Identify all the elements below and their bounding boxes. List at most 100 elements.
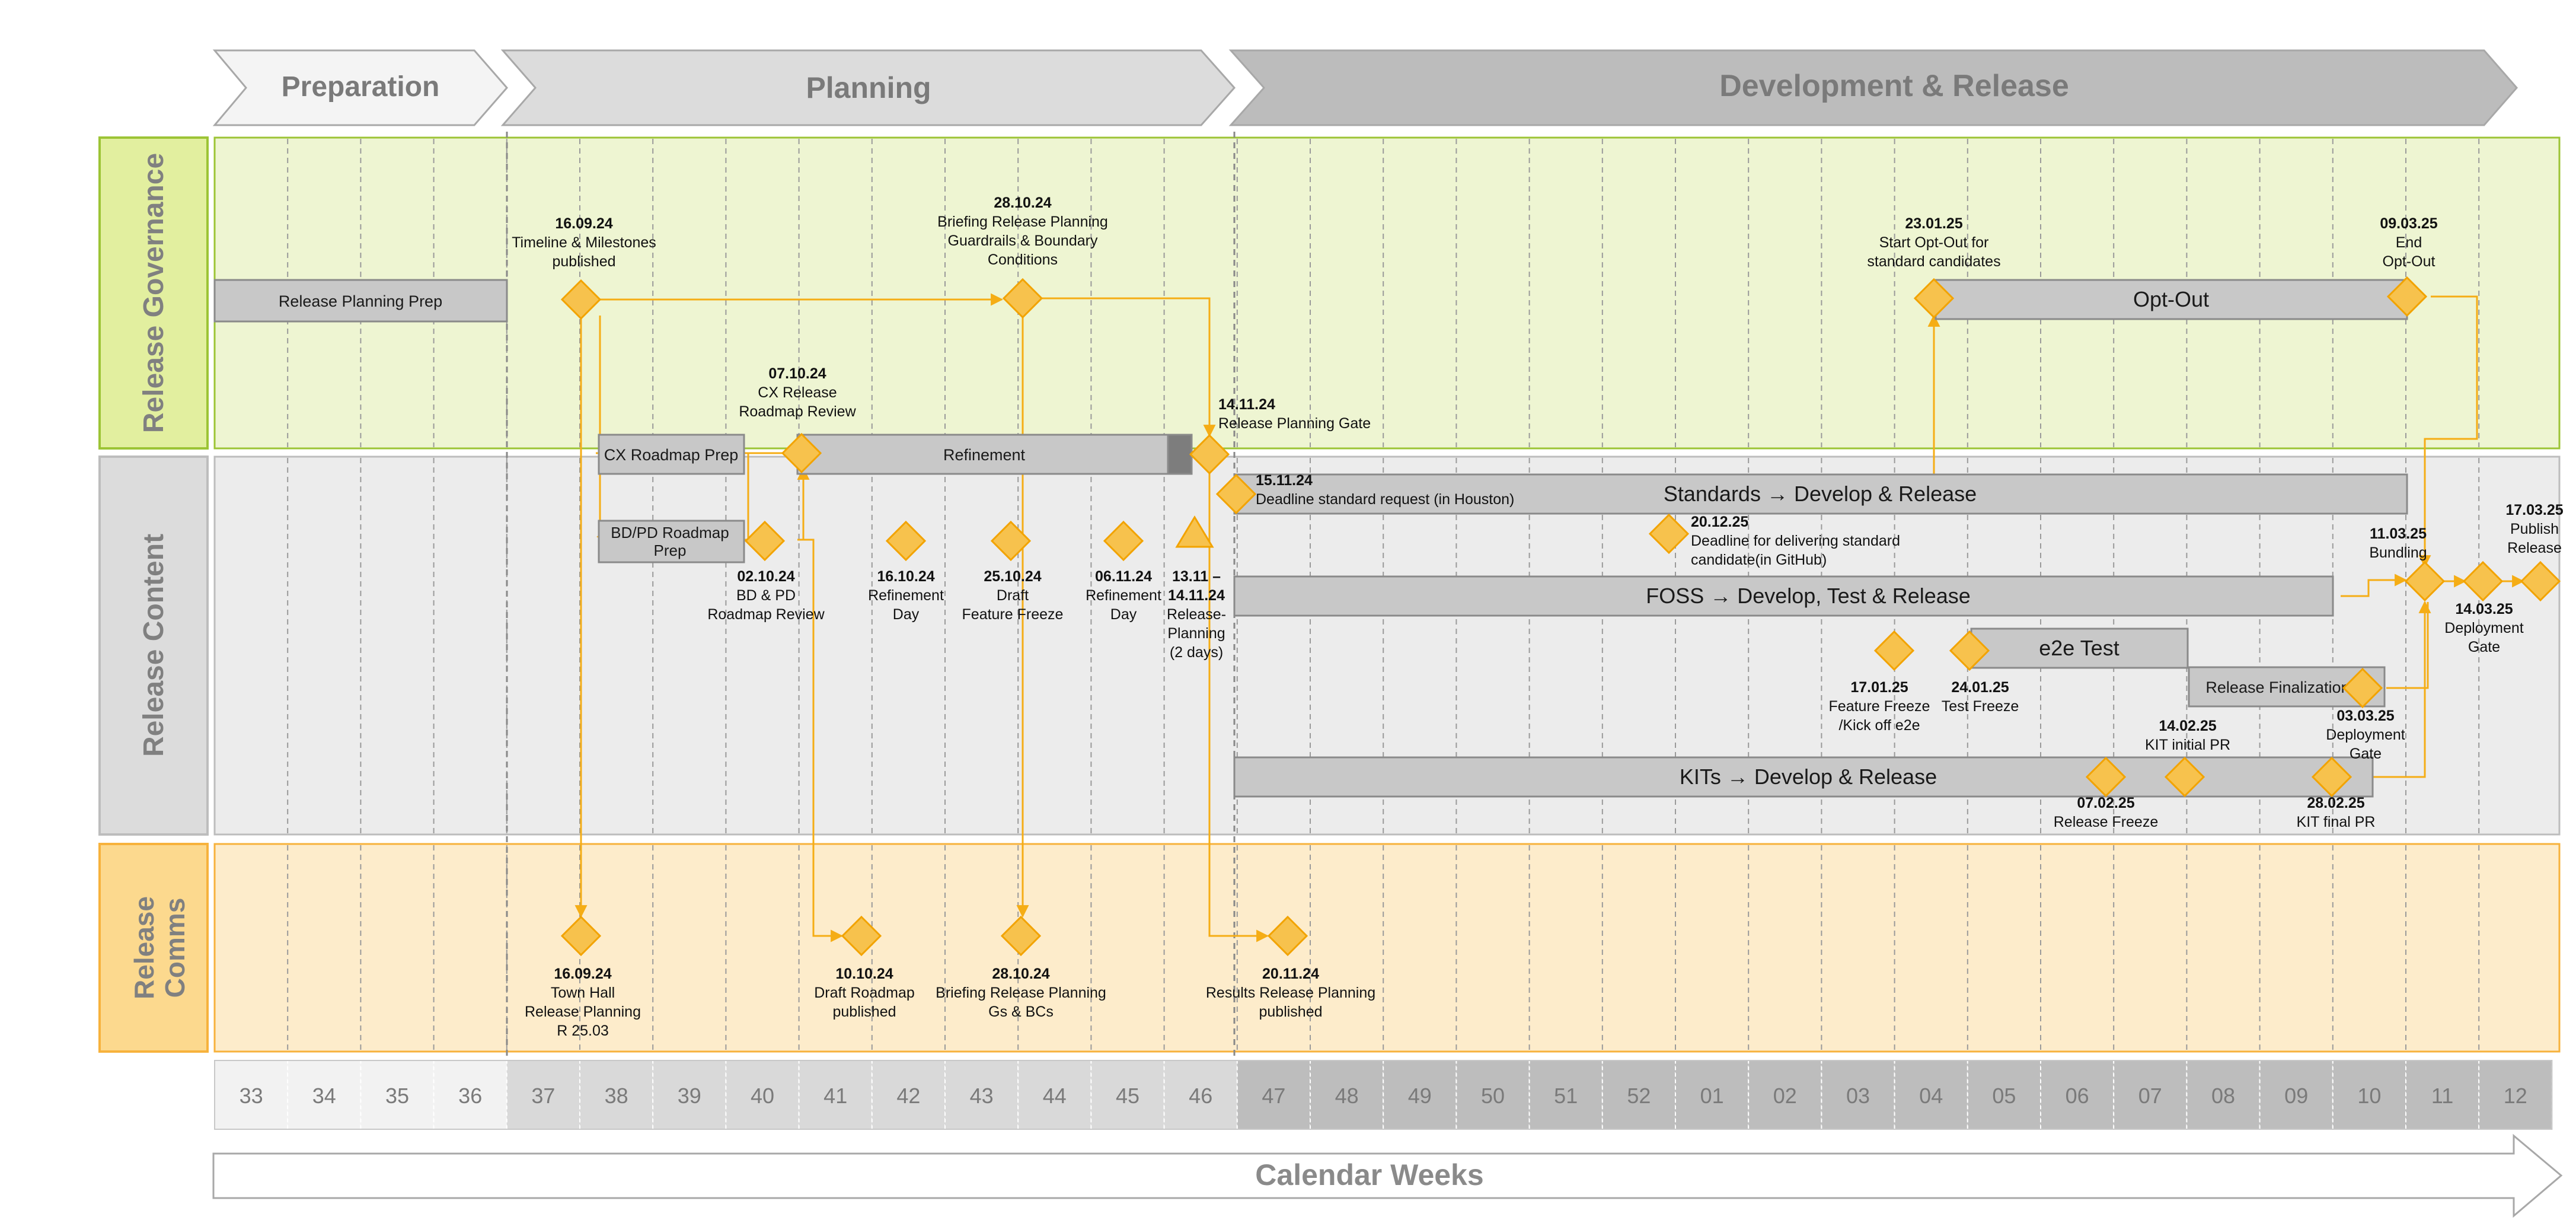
milestone-release-planning-2days: 13.11 – 14.11.24 Release- Planning (2 days) [1167,515,1226,661]
milestone-bdpd-review: 02.10.24 BD & PD Roadmap Review [707,520,825,623]
milestone-date: 14.02.25 [2159,718,2216,734]
milestone-text: R 25.03 [557,1022,609,1039]
milestones: 16.09.24 Timeline & Milestones published 28… [512,195,2564,1039]
lane-header-governance [98,136,209,450]
milestone-diamond [1215,473,1257,515]
milestone-date: 16.09.24 [554,966,611,982]
milestone-planning-gate: 14.11.24 Release Planning Gate [1189,396,1371,475]
milestone-text: Bundling [2369,544,2427,561]
week-label: 34 [312,1084,336,1108]
bar-foss-label: FOSS → Develop, Test & Release [1646,584,1971,608]
week-label: 37 [531,1084,555,1108]
phase-chevron-planning [500,49,1236,126]
week-cell [2113,1060,2188,1130]
week-label: 01 [1700,1084,1724,1108]
week-label: 05 [1992,1084,2016,1108]
milestone-text: CX Release [758,384,837,401]
milestone-text: Release Freeze [2054,814,2158,830]
milestone-bundling: 11.03.25 Bundling [2369,525,2446,602]
milestone-date: 07.10.24 [768,365,826,382]
week-label: 10 [2357,1084,2381,1108]
milestone-diamond [2311,756,2352,798]
milestone-diamond [1103,520,1144,562]
bar-opt-out-label: Opt-Out [2133,287,2209,311]
milestone-text: Feature Freeze [1829,698,1930,715]
milestone-text: Results Release Planning [1206,985,1375,1001]
milestone-start-opt-out: 23.01.25 Start Opt-Out for standard candid… [1867,215,2001,319]
week-label: 04 [1919,1084,1943,1108]
milestone-text: Release [2507,540,2562,556]
milestone-date: 06.11.24 [1095,568,1152,585]
bar-cx-roadmap-prep-label: CX Roadmap Prep [604,446,739,464]
week-cell [506,1060,580,1130]
milestone-diamond [1913,278,1955,319]
milestone-results-published: 20.11.24 Results Release Planning publishe… [1206,915,1375,1020]
week-label: 35 [385,1084,409,1108]
week-label: 03 [1846,1084,1870,1108]
week-label: 51 [1554,1084,1578,1108]
milestone-text: Guardrails & Boundary [948,232,1098,249]
week-cell [579,1060,654,1130]
week-label: 48 [1335,1084,1359,1108]
milestone-date: 13.11 – [1172,568,1221,585]
week-axis: 33 34 35 36 37 38 39 40 41 42 43 44 45 46 47 48 49 50 51 52… [214,1060,2553,1130]
week-cell [1163,1060,1238,1130]
milestone-draft-feature-freeze: 25.10.24 Draft Feature Freeze [962,520,1063,623]
milestone-text: Release Planning Gate [1218,415,1371,432]
milestone-diamond [1267,915,1308,957]
milestone-text: Town Hall [551,985,615,1001]
phase-label-preparation: Preparation [282,71,440,103]
week-cell [1455,1060,1530,1130]
milestone-date: 14.03.25 [2455,601,2513,617]
milestone-text: published [832,1004,896,1020]
milestone-text: Gate [2350,746,2382,762]
milestone-draft-roadmap-published: 10.10.24 Draft Roadmap published [814,915,915,1020]
milestone-diamond [560,915,602,957]
milestone-text: Day [1110,606,1137,623]
lane-label-content: Release Content [138,534,170,757]
week-grid [287,139,2480,1050]
week-label: 02 [1773,1084,1797,1108]
lane-label-comms-line2: Comms [159,898,190,998]
bar-cx-roadmap-prep [598,434,745,475]
lane-header-content [98,455,209,836]
milestone-diamond [1648,513,1690,555]
week-cell [1967,1060,2042,1130]
milestone-text: Planning [1167,625,1225,642]
week-cell [1528,1060,1603,1130]
milestone-diamond [1189,434,1230,475]
week-label: 08 [2211,1084,2235,1108]
milestone-date: 15.11.24 [1256,472,1313,489]
week-cell [433,1060,507,1130]
milestone-town-hall: 16.09.24 Town Hall Release Planning R 25.03 [525,915,641,1039]
milestone-date: 28.10.24 [992,966,1049,982]
milestone-end-opt-out: 09.03.25 End Opt-Out [2380,215,2438,317]
milestone-text: Release Planning [525,1004,641,1020]
milestone-date: 28.10.24 [994,195,1051,211]
milestone-cx-review: 07.10.24 CX Release Roadmap Review [739,365,857,474]
milestone-diamond [990,520,1032,562]
milestone-text: Start Opt-Out for [1879,234,1989,251]
calendar-arrow [212,1133,2563,1218]
connector-gate-results [1208,469,1269,942]
lane-body-comms [213,843,2561,1053]
milestone-date: 23.01.25 [1905,215,1962,232]
milestone-diamond [2462,560,2504,602]
milestone-text: published [1259,1004,1322,1020]
connector-endoptout-bundling [2418,295,2478,568]
milestone-test-freeze: 24.01.25 Test Freeze [1942,630,2019,715]
week-label: 50 [1481,1084,1505,1108]
milestone-diamond [2164,756,2205,798]
week-label: 41 [823,1084,847,1108]
week-label: 39 [678,1084,701,1108]
lane-header-comms [98,843,209,1053]
week-cell [1601,1060,1677,1130]
milestone-text: Deployment [2444,620,2523,636]
calendar-axis: Calendar Weeks [212,1133,2563,1218]
milestone-refinement-day-2: 06.11.24 Refinement Day [1086,520,1161,623]
milestone-date: 20.11.24 [1262,966,1319,982]
bar-e2e-test [1970,627,2189,669]
milestone-text: Deadline standard request (in Houston) [1256,491,1514,508]
week-cell [287,1060,362,1130]
week-cell [2259,1060,2334,1130]
